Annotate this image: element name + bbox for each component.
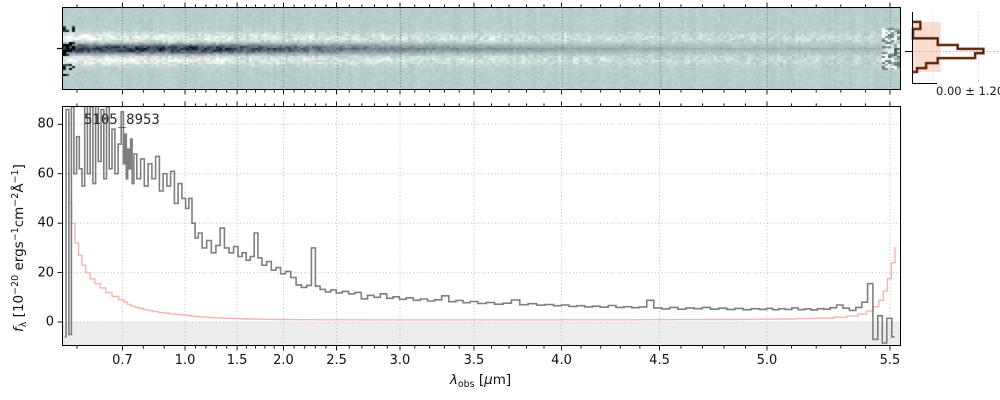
x-tick-label: 0.7 bbox=[112, 353, 133, 368]
x-tick-label: 1.0 bbox=[174, 353, 196, 368]
y-tick-label: 60 bbox=[37, 166, 54, 182]
x-axis-label: λobs [μm] bbox=[449, 372, 512, 390]
histogram-sigma-band bbox=[912, 21, 941, 72]
x-tick-label: 5.0 bbox=[756, 353, 778, 368]
noise-histogram-panel bbox=[911, 12, 1000, 83]
y-tick-label: 20 bbox=[37, 265, 54, 281]
x-tick-label: 3.5 bbox=[463, 353, 485, 368]
x-tick-label: 2.5 bbox=[326, 353, 347, 368]
object-id-label: 5105_8953 bbox=[84, 112, 160, 128]
y-axis-label: fλ [10−20 ergs−1cm−2Å−1] bbox=[10, 164, 29, 332]
x-tick-label: 1.5 bbox=[226, 353, 248, 368]
x-tick-label: 2.0 bbox=[273, 353, 294, 368]
spectrum-1d-panel bbox=[62, 106, 901, 346]
x-tick-label: 4.5 bbox=[649, 353, 670, 368]
x-tick-label: 3.0 bbox=[389, 353, 411, 368]
y-tick-label: 80 bbox=[37, 116, 54, 132]
2d-spectrum-panel bbox=[62, 7, 901, 90]
y-tick-label: 40 bbox=[37, 215, 54, 231]
histogram-stat-label: 0.00 ± 1.20 bbox=[936, 84, 1000, 98]
series-flux bbox=[64, 107, 895, 344]
x-tick-label: 5.5 bbox=[879, 353, 901, 368]
y-tick-label: 0 bbox=[45, 314, 54, 330]
series-uncertainty bbox=[64, 143, 897, 321]
histogram-steps bbox=[911, 20, 985, 74]
x-tick-label: 4.0 bbox=[551, 353, 572, 368]
